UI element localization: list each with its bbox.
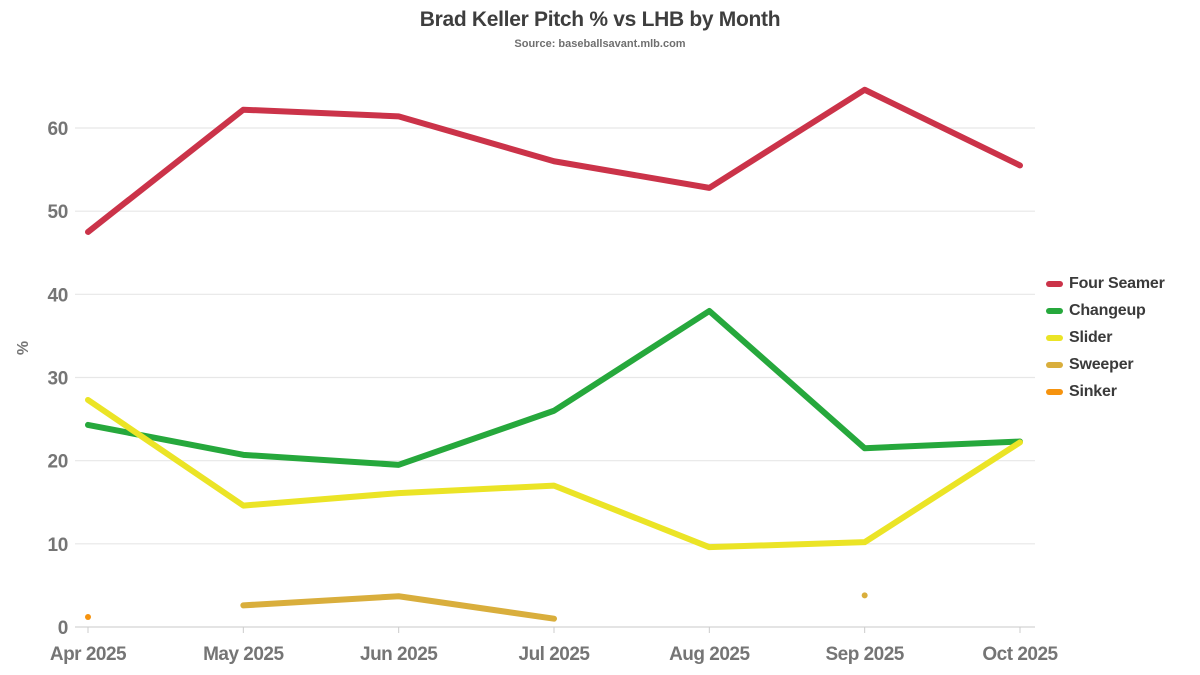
legend-label: Four Seamer bbox=[1069, 274, 1165, 292]
legend-swatch bbox=[1046, 307, 1063, 314]
x-tick-label: Apr 2025 bbox=[50, 644, 127, 665]
y-tick-label: 60 bbox=[47, 119, 68, 140]
legend-swatch bbox=[1046, 280, 1063, 287]
legend-swatch bbox=[1046, 361, 1063, 368]
y-tick-label: 20 bbox=[47, 452, 68, 473]
y-tick-label: 0 bbox=[58, 618, 68, 639]
legend-swatch bbox=[1046, 334, 1063, 341]
legend-item-sweeper: Sweeper bbox=[1046, 351, 1165, 378]
series-line-four-seamer bbox=[85, 86, 1023, 235]
series-line-sweeper bbox=[240, 593, 557, 622]
x-tick-label: May 2025 bbox=[203, 644, 284, 665]
y-axis-title: % bbox=[15, 341, 32, 355]
legend-item-sinker: Sinker bbox=[1046, 378, 1165, 405]
x-tick-label: Oct 2025 bbox=[982, 644, 1058, 665]
legend-item-slider: Slider bbox=[1046, 324, 1165, 351]
legend: Four Seamer Changeup Slider Sweeper Sinker bbox=[1046, 270, 1165, 405]
series-line-changeup bbox=[85, 307, 1023, 468]
y-tick-label: 50 bbox=[47, 202, 68, 223]
chart-title: Brad Keller Pitch % vs LHB by Month bbox=[419, 8, 781, 31]
series-point-sweeper bbox=[861, 592, 868, 599]
legend-swatch bbox=[1046, 388, 1063, 395]
y-tick-label: 40 bbox=[47, 285, 68, 306]
x-tick-label: Sep 2025 bbox=[825, 644, 904, 665]
series-point-sinker bbox=[85, 614, 91, 621]
legend-item-four-seamer: Four Seamer bbox=[1046, 270, 1165, 297]
chart-subtitle: Source: baseballsavant.mlb.com bbox=[514, 38, 686, 50]
legend-label: Slider bbox=[1069, 328, 1113, 346]
x-tick-label: Aug 2025 bbox=[669, 644, 750, 665]
y-tick-label: 10 bbox=[47, 535, 68, 556]
x-tick-label: Jun 2025 bbox=[360, 644, 438, 665]
legend-label: Sinker bbox=[1069, 382, 1117, 400]
series-line-slider bbox=[85, 396, 1023, 551]
legend-label: Sweeper bbox=[1069, 355, 1134, 373]
legend-item-changeup: Changeup bbox=[1046, 297, 1165, 324]
y-tick-label: 30 bbox=[47, 368, 68, 389]
legend-label: Changeup bbox=[1069, 301, 1146, 319]
x-tick-label: Jul 2025 bbox=[519, 644, 591, 665]
